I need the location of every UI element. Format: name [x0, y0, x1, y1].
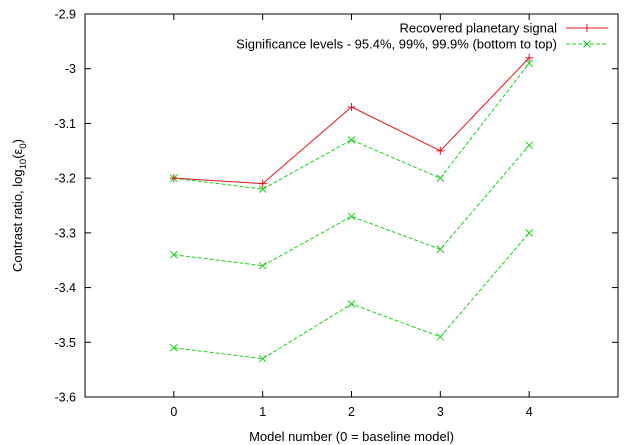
- series-3: [169, 229, 534, 363]
- y-tick-label: -2.9: [54, 8, 76, 22]
- cross-marker: [169, 343, 178, 352]
- series-line: [173, 62, 530, 190]
- cross-marker: [169, 250, 178, 259]
- legend-label: Recovered planetary signal: [399, 21, 557, 36]
- cross-marker: [258, 354, 267, 363]
- y-tick-label: -3.4: [54, 281, 76, 295]
- y-axis-label: Contrast ratio, log10(ε0): [10, 139, 29, 272]
- series-2: [169, 141, 534, 270]
- plot-frame: [84, 13, 619, 398]
- axis-ticks: -2.9 -3 -3.1 -3.2 -3.3 -3.4 -3.5 -3.6 0 1 2 3 4: [54, 8, 618, 419]
- y-tick-label: -3.6: [54, 391, 76, 405]
- x-tick-label: 1: [259, 405, 266, 419]
- cross-marker: [258, 185, 267, 193]
- series-1: [169, 59, 534, 193]
- x-tick-label: 2: [348, 405, 355, 419]
- legend-item: Significance levels - 95.4%, 99%, 99.9% …: [236, 37, 608, 52]
- cross-marker: [525, 141, 534, 150]
- legend-label: Significance levels - 95.4%, 99%, 99.9% …: [236, 37, 557, 52]
- series-0: [169, 53, 534, 188]
- y-tick-label: -3.5: [54, 336, 76, 350]
- series-line: [173, 144, 530, 267]
- y-tick-label: -3.2: [54, 172, 76, 186]
- cross-marker: [258, 261, 267, 270]
- cross-marker: [525, 229, 534, 237]
- legend-item: Recovered planetary signal: [399, 21, 608, 36]
- series-layer: [169, 53, 534, 363]
- y-tick-label: -3.1: [54, 117, 76, 131]
- cross-marker: [436, 332, 445, 341]
- cross-marker: [347, 212, 356, 221]
- cross-marker: [347, 135, 356, 144]
- y-tick-label: -3: [65, 62, 76, 76]
- cross-marker: [436, 174, 445, 182]
- cross-marker: [347, 300, 356, 308]
- series-line: [173, 57, 530, 185]
- cross-marker: [525, 59, 534, 68]
- y-tick-label: -3.3: [54, 226, 76, 240]
- x-axis-label: Model number (0 = baseline model): [249, 429, 454, 444]
- x-tick-label: 0: [170, 405, 177, 419]
- x-tick-label: 4: [526, 405, 533, 419]
- cross-marker: [583, 40, 591, 48]
- x-tick-label: 3: [437, 405, 444, 419]
- cross-marker: [436, 245, 445, 254]
- series-line: [173, 232, 530, 360]
